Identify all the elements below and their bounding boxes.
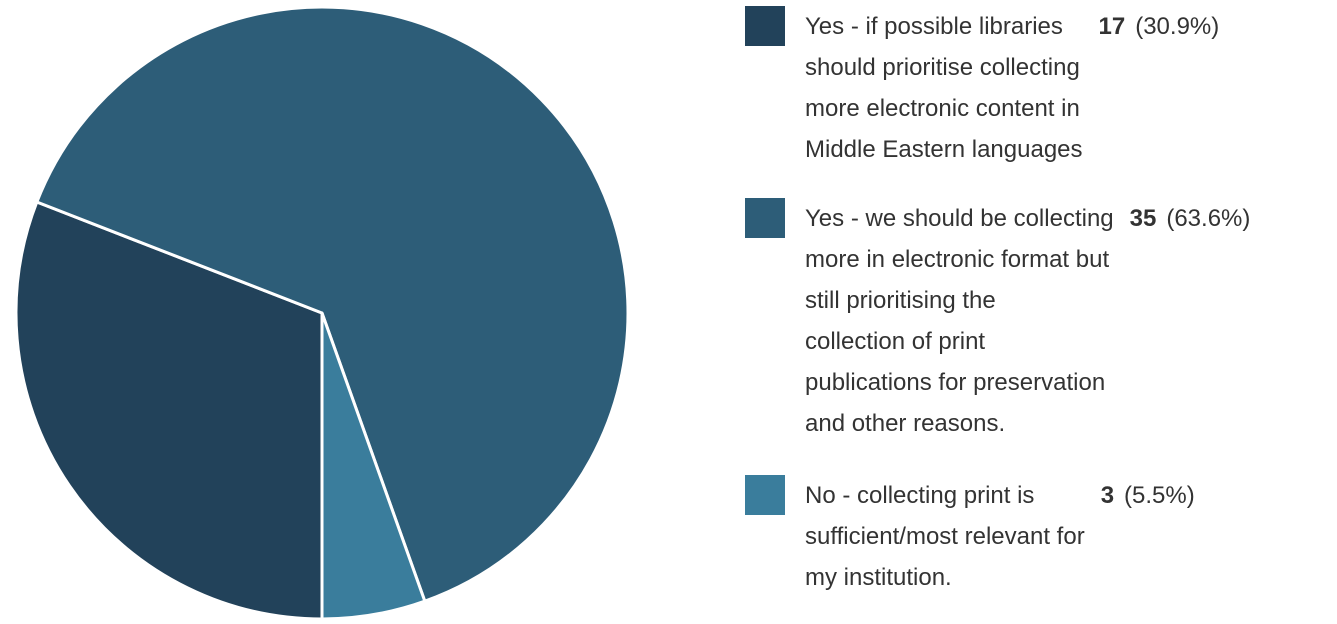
legend-label-2-line-1: Yes - we should be collecting bbox=[805, 205, 1114, 232]
legend-percent-2: (63.6%) bbox=[1166, 205, 1251, 232]
legend-label-1-line-2: should prioritise collecting bbox=[805, 54, 1080, 81]
legend-label-3-line-3: my institution. bbox=[805, 564, 952, 591]
legend-count-1: 17 bbox=[1098, 13, 1126, 40]
pie-chart-svg bbox=[14, 5, 630, 621]
legend-label-1: Yes - if possible libraries should prior… bbox=[805, 6, 1083, 170]
legend-label-3: No - collecting print is sufficient/most… bbox=[805, 475, 1085, 598]
legend-swatch-3 bbox=[745, 475, 785, 515]
legend-label-2-line-2: more in electronic format but bbox=[805, 246, 1110, 273]
legend-item-2[interactable]: Yes - we should be collecting more in el… bbox=[745, 198, 1250, 444]
legend-label-2-line-4: collection of print bbox=[805, 328, 986, 355]
legend-label-1-line-3: more electronic content in bbox=[805, 95, 1080, 122]
legend-label-2-line-5: publications for preservation bbox=[805, 369, 1106, 396]
legend-item-3[interactable]: No - collecting print is sufficient/most… bbox=[745, 475, 1195, 598]
legend-count-2: 35 bbox=[1129, 205, 1157, 232]
legend-label-2-line-3: still prioritising the bbox=[805, 287, 996, 314]
legend-label-2: Yes - we should be collecting more in el… bbox=[805, 198, 1114, 444]
legend-label-1-line-4: Middle Eastern languages bbox=[805, 136, 1083, 163]
legend-percent-1: (30.9%) bbox=[1135, 13, 1220, 40]
legend-count-3: 3 bbox=[1100, 482, 1115, 509]
pie-slice-2[interactable] bbox=[35, 5, 630, 603]
legend-item-1[interactable]: Yes - if possible libraries should prior… bbox=[745, 6, 1219, 170]
legend-label-2-line-6: and other reasons. bbox=[805, 410, 1006, 437]
legend-label-3-line-2: sufficient/most relevant for bbox=[805, 523, 1085, 550]
legend-label-1-line-1: Yes - if possible libraries bbox=[805, 13, 1063, 40]
pie-slice-3[interactable] bbox=[320, 311, 427, 621]
pie-slice-1[interactable] bbox=[14, 200, 324, 621]
legend-percent-3: (5.5%) bbox=[1124, 482, 1195, 509]
legend-swatch-1 bbox=[745, 6, 785, 46]
legend-label-3-line-1: No - collecting print is bbox=[805, 482, 1035, 509]
legend-swatch-2 bbox=[745, 198, 785, 238]
